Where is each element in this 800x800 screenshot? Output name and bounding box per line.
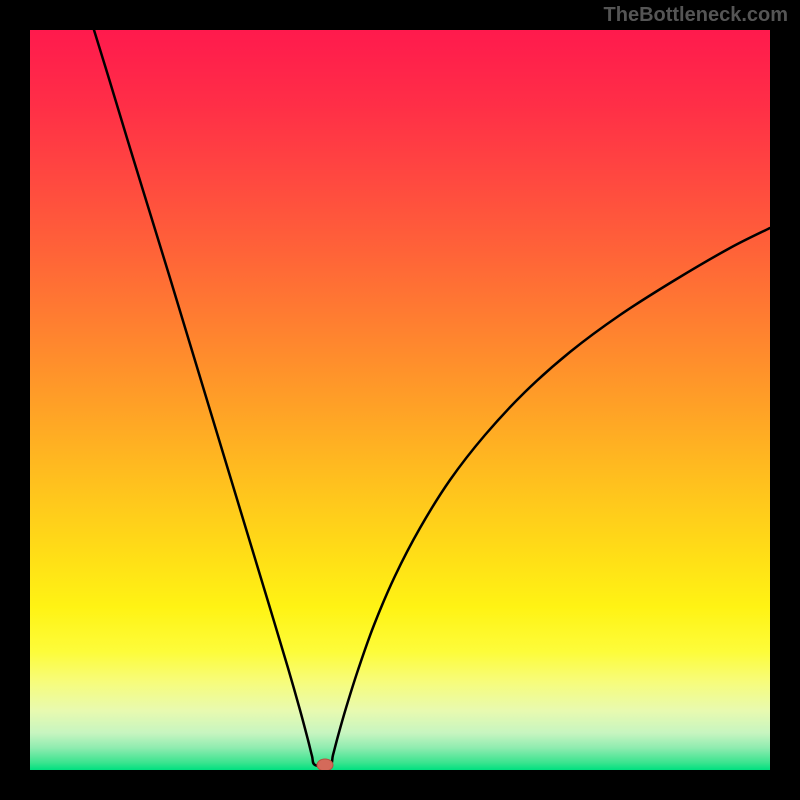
gradient-background [30, 30, 770, 770]
chart-svg [30, 30, 770, 770]
watermark-text: TheBottleneck.com [604, 4, 788, 27]
minimum-marker [317, 759, 333, 770]
chart-area [30, 30, 770, 770]
